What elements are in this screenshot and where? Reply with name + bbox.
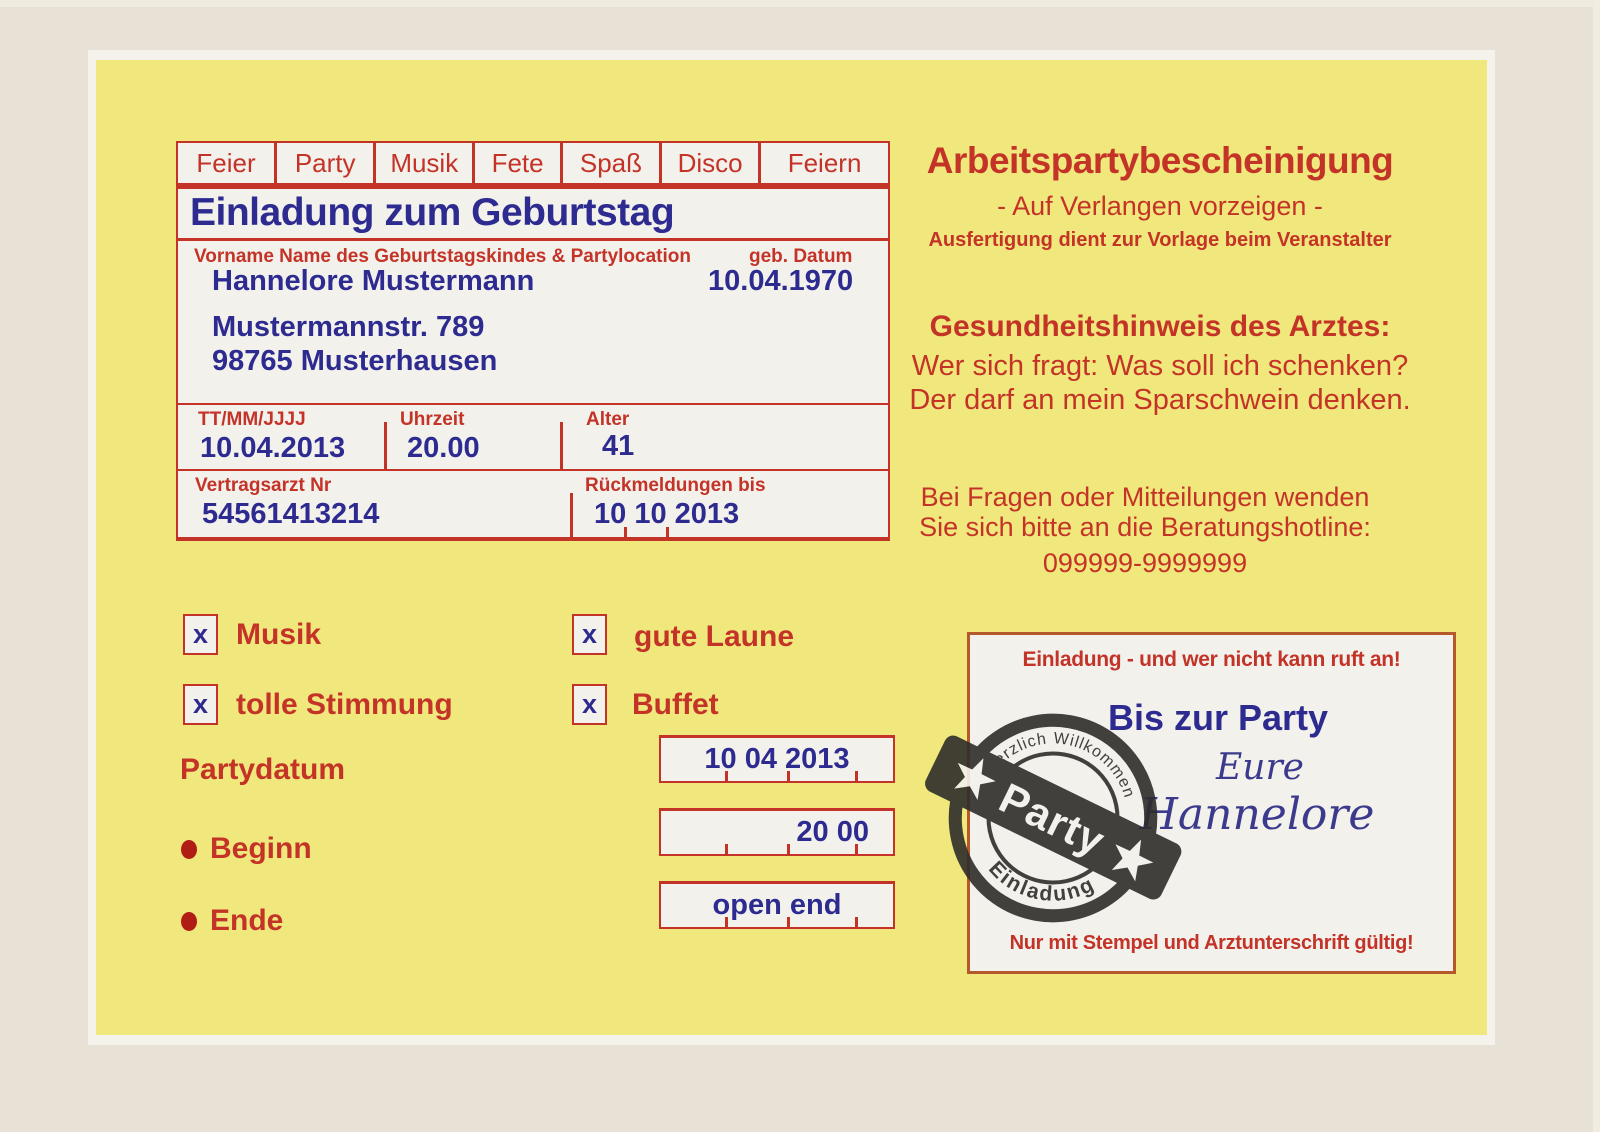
signature-line2: Hannelore (1139, 789, 1375, 840)
column-divider (570, 493, 573, 537)
field-tick (787, 771, 790, 781)
form-title: Einladung zum Geburtstag (178, 189, 888, 241)
time-label: Uhrzeit (400, 409, 465, 430)
tab-fete[interactable]: Fete (475, 143, 563, 183)
checkbox-label-gute-laune: gute Laune (634, 620, 795, 653)
greeting-text: Bis zur Party (1107, 697, 1329, 738)
party-begin-field[interactable]: 20 00 (659, 808, 895, 856)
tab-feiern[interactable]: Feiern (787, 147, 862, 178)
beginn-label: Beginn (210, 832, 312, 865)
field-tick (855, 844, 858, 854)
health-advice-line1: Wer sich fragt: Was soll ich schenken? (911, 350, 1409, 382)
party-date-field[interactable]: 10 04 2013 (659, 735, 895, 783)
field-tick (787, 917, 790, 927)
checkbox-gute-laune[interactable]: x (572, 614, 607, 655)
reply-box: Einladung - und wer nicht kann ruft an! … (925, 632, 1456, 974)
doctor-number-value[interactable]: 54561413214 (202, 498, 380, 530)
party-end-value: open end (712, 889, 842, 921)
ende-row: Ende (181, 904, 283, 938)
time-value[interactable]: 20.00 (407, 432, 480, 464)
hotline-block: Bei Fragen oder Mitteilungen wenden Sie … (895, 482, 1395, 578)
age-label: Alter (586, 409, 630, 430)
checkbox-buffet[interactable]: x (572, 684, 607, 725)
field-tick (624, 527, 627, 537)
age-value[interactable]: 41 (602, 430, 635, 462)
checkbox-label-buffet: Buffet (632, 688, 719, 721)
tab-disco[interactable]: Disco (662, 143, 762, 183)
form-tab-row: Feier Party Musik Fete Spaß Disco Feiern (178, 143, 888, 189)
party-begin-value: 20 00 (796, 816, 869, 848)
doctor-number-label: Vertragsarzt Nr (195, 475, 332, 496)
date-label: TT/MM/JJJJ (198, 409, 306, 430)
party-end-field[interactable]: open end (659, 881, 895, 929)
star-icon (954, 758, 996, 801)
bullet-dot-icon (181, 839, 197, 859)
field-tick (855, 771, 858, 781)
hotline-line2: Sie sich bitte an die Beratungshotline: (919, 512, 1371, 542)
signature-line1: Eure (1216, 747, 1304, 788)
partydatum-label: Partydatum (180, 753, 346, 786)
certificate-form: Feier Party Musik Fete Spaß Disco Feiern… (176, 141, 890, 541)
form-section-name: Vorname Name des Geburtstagskindes & Par… (178, 241, 888, 405)
checkbox-musik[interactable]: x (183, 614, 218, 655)
form-section-datetime: TT/MM/JJJJ Uhrzeit Alter 10.04.2013 20.0… (178, 405, 888, 471)
certificate-note: Ausfertigung dient zur Vorlage beim Vera… (928, 229, 1392, 251)
name-label: Vorname Name des Geburtstagskindes & Par… (194, 246, 691, 267)
address-line2[interactable]: 98765 Musterhausen (212, 345, 498, 377)
tab-spass[interactable]: Spaß (563, 143, 663, 183)
reply-bottom-note: Nur mit Stempel und Arztunterschrift gül… (1009, 932, 1414, 954)
form-section-doctor: Vertragsarzt Nr Rückmeldungen bis 545614… (178, 471, 888, 537)
field-tick (725, 771, 728, 781)
field-tick (855, 917, 858, 927)
field-tick (725, 844, 728, 854)
column-divider (560, 422, 563, 471)
birthdate-value[interactable]: 10.04.1970 (708, 265, 854, 297)
certificate-header: Arbeitspartybescheinigung - Auf Verlange… (905, 140, 1415, 252)
reply-by-label: Rückmeldungen bis (585, 475, 766, 496)
health-advice-line2: Der darf an mein Sparschwein denken. (909, 384, 1411, 416)
tab-feier[interactable]: Feier (178, 143, 278, 183)
photo-edge-top (0, 0, 1600, 7)
field-tick (666, 527, 669, 537)
birthdate-label: geb. Datum (749, 246, 853, 267)
address-line1[interactable]: Mustermannstr. 789 (212, 311, 485, 343)
hotline-number: 099999-9999999 (1042, 548, 1248, 578)
health-advice-title: Gesundheitshinweis des Arztes: (929, 310, 1391, 343)
column-divider (384, 422, 387, 471)
hotline-line1: Bei Fragen oder Mitteilungen wenden (920, 482, 1370, 512)
bullet-dot-icon (181, 911, 197, 931)
certificate-subtitle: - Auf Verlangen vorzeigen - (997, 191, 1323, 221)
checkbox-tolle-stimmung[interactable]: x (183, 684, 218, 725)
reply-top-note: Einladung - und wer nicht kann ruft an! (1022, 648, 1401, 671)
reply-by-value[interactable]: 10 10 2013 (594, 498, 740, 530)
health-advice-block: Gesundheitshinweis des Arztes: Wer sich … (895, 310, 1425, 417)
certificate-title: Arbeitspartybescheinigung (926, 140, 1394, 181)
field-tick (725, 917, 728, 927)
checkbox-label-tolle-stimmung: tolle Stimmung (236, 688, 453, 721)
tab-party[interactable]: Party (277, 143, 377, 183)
date-value[interactable]: 10.04.2013 (200, 432, 346, 464)
tab-musik[interactable]: Musik (376, 143, 476, 183)
beginn-row: Beginn (181, 832, 312, 866)
ende-label: Ende (210, 904, 284, 937)
party-stamp-icon: Herzlich Willkommen Einladung Party (925, 713, 1182, 923)
name-value[interactable]: Hannelore Mustermann (212, 265, 535, 297)
party-date-value: 10 04 2013 (704, 743, 850, 775)
checkbox-label-musik: Musik (236, 618, 322, 651)
star-icon (1111, 839, 1154, 882)
field-tick (787, 844, 790, 854)
photo-edge-right (1593, 0, 1600, 1132)
